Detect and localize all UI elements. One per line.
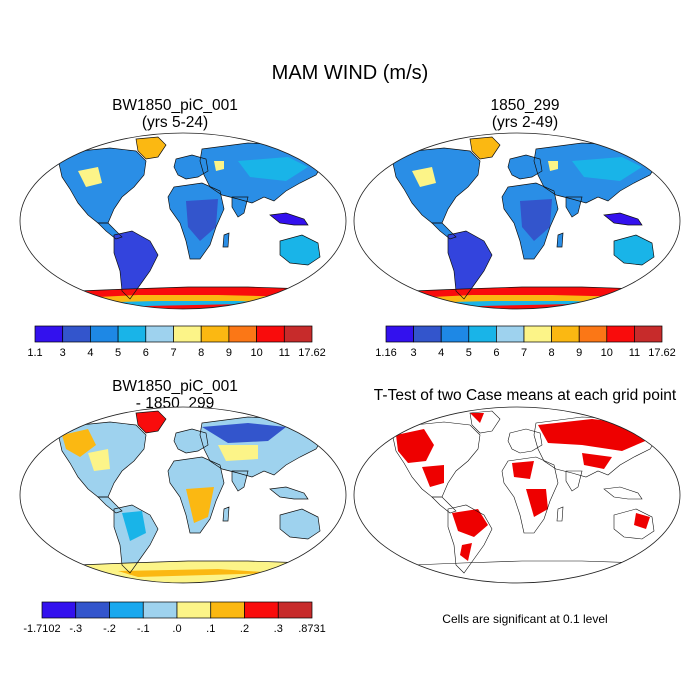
colorbar-diff-swatch xyxy=(142,601,178,619)
colorbar-b-swatch xyxy=(578,325,608,343)
colorbar-a-tick-label: 6 xyxy=(143,347,149,359)
panel4-ttest-map xyxy=(352,405,682,585)
colorbar-diff-tick-label: -.2 xyxy=(103,623,116,635)
colorbar-b-swatch xyxy=(551,325,580,343)
colorbar-b-tick-label: 4 xyxy=(438,347,444,359)
colorbar-diff-tick-label: -.1 xyxy=(137,623,150,635)
colorbar-b-swatch xyxy=(440,325,470,343)
colorbar-b-swatch xyxy=(385,325,414,343)
colorbar-b-tick-label: 10 xyxy=(601,347,613,359)
panel1-colorbar: 1.1 3 4 5 6 7 8 9 10 11 17.62 xyxy=(27,325,326,359)
colorbar-b-tick-label: 7 xyxy=(521,347,527,359)
colorbar-a-swatch xyxy=(145,325,174,343)
colorbar-a-tick-label: 1.1 xyxy=(27,347,42,359)
significance-note: Cells are significant at 0.1 level xyxy=(442,612,608,626)
colorbar-diff-swatch xyxy=(277,601,313,619)
colorbar-a-swatch xyxy=(228,325,257,343)
colorbar-diff-tick-label: -1.7102 xyxy=(23,623,60,635)
colorbar-b-swatch xyxy=(496,325,525,343)
panel3-colorbar: -1.7102 -.3 -.2 -.1 .0 .1 .2 .3 .8731 xyxy=(23,601,326,635)
colorbar-b-swatch xyxy=(634,325,663,343)
colorbar-b-swatch xyxy=(523,325,552,343)
colorbar-b-tick-label: 9 xyxy=(576,347,582,359)
colorbar-a-swatch xyxy=(62,325,91,343)
panel4-title-line1: T-Test of two Case means at each grid po… xyxy=(373,387,677,404)
colorbar-a-swatch xyxy=(90,325,119,343)
colorbar-a-tick-label: 4 xyxy=(87,347,93,359)
colorbar-diff-tick-label: .1 xyxy=(206,623,215,635)
colorbar-diff-swatch xyxy=(75,601,110,619)
colorbar-diff-swatch xyxy=(176,601,212,619)
panel2-wind-map xyxy=(352,131,682,311)
colorbar-b-tick-label: 6 xyxy=(493,347,499,359)
colorbar-diff-tick-label: -.3 xyxy=(69,623,82,635)
colorbar-a-swatch xyxy=(117,325,147,343)
colorbar-a-tick-label: 11 xyxy=(279,347,290,359)
colorbar-b-tick-label: 5 xyxy=(466,347,472,359)
panel1-title: BW1850_piC_001 (yrs 5-24) xyxy=(0,97,350,131)
colorbar-a-swatch xyxy=(173,325,202,343)
panel1-title-line2: (yrs 5-24) xyxy=(141,114,209,131)
colorbar-a-swatch xyxy=(283,325,313,343)
colorbar-diff-tick-label: .8731 xyxy=(298,623,326,635)
colorbar-a-swatch xyxy=(256,325,285,343)
colorbar-diff-tick-label: .3 xyxy=(274,623,283,635)
colorbar-b-swatch xyxy=(606,325,635,343)
colorbar-b-tick-label: 3 xyxy=(411,347,417,359)
colorbar-b-tick-label: 17.62 xyxy=(648,347,676,359)
colorbar-a-tick-label: 8 xyxy=(198,347,204,359)
colorbar-b-tick-label: 8 xyxy=(549,347,555,359)
colorbar-diff-tick-label: .0 xyxy=(172,623,181,635)
colorbar-b-tick-label: 11 xyxy=(629,347,640,359)
colorbar-b-swatch xyxy=(413,325,442,343)
colorbar-diff-swatch xyxy=(244,601,279,619)
colorbar-b-tick-label: 1.16 xyxy=(375,347,396,359)
panel4-title: T-Test of two Case means at each grid po… xyxy=(350,387,700,404)
colorbar-a-tick-label: 9 xyxy=(226,347,232,359)
colorbar-a-tick-label: 17.62 xyxy=(298,347,326,359)
colorbar-a-tick-label: 3 xyxy=(60,347,66,359)
panel1-title-line1: BW1850_piC_001 xyxy=(112,97,238,114)
colorbar-a-tick-label: 10 xyxy=(250,347,262,359)
colorbar-diff-swatch xyxy=(109,601,144,619)
colorbar-a-tick-label: 5 xyxy=(115,347,121,359)
colorbar-b-swatch xyxy=(468,325,497,343)
colorbar-diff-swatch xyxy=(41,601,77,619)
colorbar-a-tick-label: 7 xyxy=(170,347,176,359)
panel1-wind-map xyxy=(18,131,348,311)
panel2-title: 1850_299 (yrs 2-49) xyxy=(350,97,700,131)
colorbar-a-swatch xyxy=(34,325,64,343)
colorbar-a-swatch xyxy=(200,325,230,343)
panel3-difference-map xyxy=(18,405,348,585)
colorbar-diff-swatch xyxy=(210,601,245,619)
panel2-title-line2: (yrs 2-49) xyxy=(491,114,559,131)
colorbar-diff-tick-label: .2 xyxy=(240,623,249,635)
panel2-colorbar: 1.16 3 4 5 6 7 8 9 10 11 17.62 xyxy=(375,325,676,359)
panel2-title-line1: 1850_299 xyxy=(490,97,560,114)
figure-title: MAM WIND (m/s) xyxy=(271,62,429,84)
panel3-title-line1: BW1850_piC_001 xyxy=(112,378,238,395)
